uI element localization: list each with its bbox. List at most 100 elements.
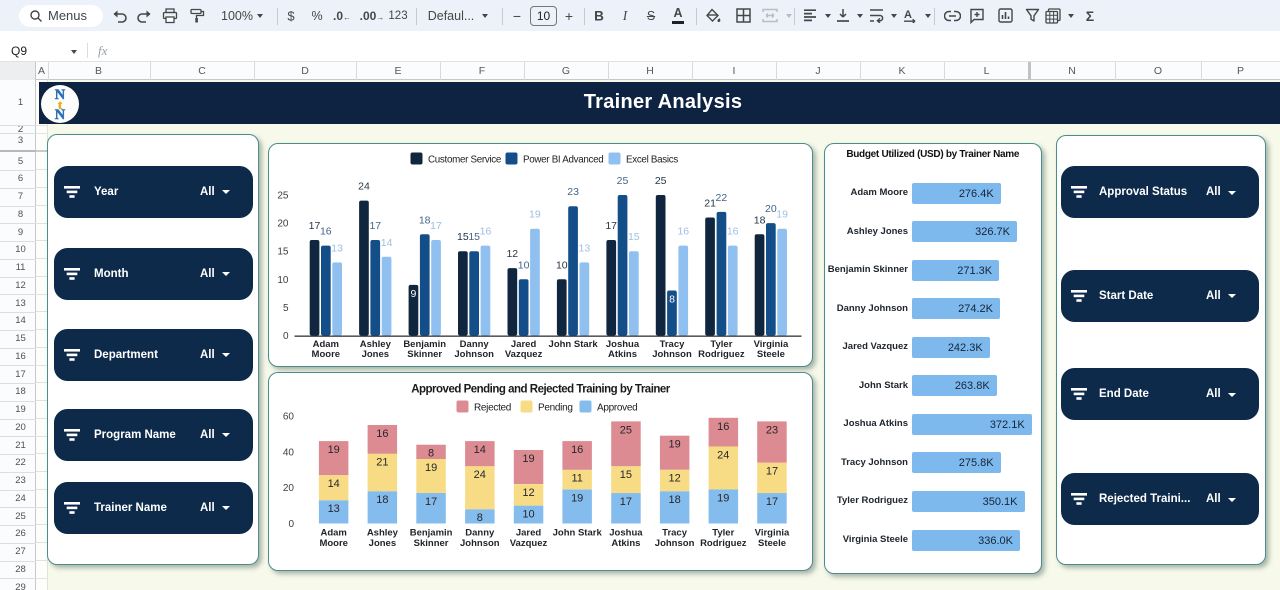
svg-text:17: 17 bbox=[308, 220, 320, 232]
svg-text:14: 14 bbox=[327, 478, 339, 490]
svg-text:16: 16 bbox=[726, 225, 738, 237]
svg-text:8: 8 bbox=[669, 293, 675, 305]
svg-text:19: 19 bbox=[776, 208, 788, 220]
svg-text:17: 17 bbox=[765, 496, 777, 508]
svg-text:13: 13 bbox=[578, 242, 590, 254]
svg-text:25: 25 bbox=[619, 424, 631, 436]
svg-text:10: 10 bbox=[277, 274, 289, 285]
svg-text:8: 8 bbox=[476, 512, 482, 524]
svg-text:8: 8 bbox=[428, 448, 434, 460]
svg-text:Virginia: Virginia bbox=[753, 339, 788, 350]
svg-text:Johnson: Johnson bbox=[652, 349, 692, 360]
svg-text:13: 13 bbox=[331, 242, 343, 254]
svg-text:Atkins: Atkins bbox=[607, 349, 636, 360]
svg-text:Vazquez: Vazquez bbox=[509, 538, 547, 549]
svg-text:Moore: Moore bbox=[319, 538, 348, 549]
svg-text:Adam: Adam bbox=[320, 528, 346, 539]
svg-text:Customer Service: Customer Service bbox=[428, 154, 502, 165]
svg-text:Vazquez: Vazquez bbox=[504, 349, 542, 360]
svg-text:21: 21 bbox=[704, 197, 716, 209]
svg-text:Jones: Jones bbox=[361, 349, 388, 360]
svg-text:Excel Basics: Excel Basics bbox=[626, 154, 678, 165]
svg-text:23: 23 bbox=[765, 424, 777, 436]
svg-text:24: 24 bbox=[358, 180, 370, 192]
svg-text:Pending: Pending bbox=[538, 403, 573, 414]
svg-text:15: 15 bbox=[619, 469, 631, 481]
svg-text:Moore: Moore bbox=[311, 349, 340, 360]
svg-text:23: 23 bbox=[567, 186, 579, 198]
svg-text:21: 21 bbox=[376, 457, 388, 469]
svg-text:Jared: Jared bbox=[515, 528, 541, 539]
svg-text:Benjamin: Benjamin bbox=[409, 528, 452, 539]
svg-text:25: 25 bbox=[277, 190, 289, 201]
svg-text:John Stark: John Stark bbox=[548, 339, 598, 350]
svg-text:19: 19 bbox=[424, 462, 436, 474]
svg-text:Skinner: Skinner bbox=[413, 538, 448, 549]
svg-text:18: 18 bbox=[668, 494, 680, 506]
svg-text:Skinner: Skinner bbox=[407, 349, 442, 360]
svg-text:9: 9 bbox=[410, 287, 416, 299]
svg-text:17: 17 bbox=[765, 466, 777, 478]
svg-text:Steele: Steele bbox=[756, 349, 784, 360]
svg-text:10: 10 bbox=[522, 509, 534, 521]
svg-text:Rodriguez: Rodriguez bbox=[700, 538, 747, 549]
svg-text:16: 16 bbox=[677, 225, 689, 237]
svg-text:60: 60 bbox=[282, 412, 294, 423]
svg-text:22: 22 bbox=[715, 191, 727, 203]
svg-text:0: 0 bbox=[288, 519, 294, 530]
svg-text:Jared: Jared bbox=[510, 339, 536, 350]
svg-text:Approved: Approved bbox=[597, 403, 637, 414]
svg-text:Ashley: Ashley bbox=[366, 528, 398, 539]
svg-text:18: 18 bbox=[376, 494, 388, 506]
svg-text:13: 13 bbox=[327, 503, 339, 515]
svg-text:17: 17 bbox=[430, 220, 442, 232]
svg-text:19: 19 bbox=[571, 493, 583, 505]
svg-text:John Stark: John Stark bbox=[552, 528, 602, 539]
svg-text:15: 15 bbox=[277, 246, 289, 257]
svg-text:Steele: Steele bbox=[758, 538, 786, 549]
svg-text:12: 12 bbox=[506, 248, 518, 260]
svg-text:18: 18 bbox=[753, 214, 765, 226]
svg-text:Virginia: Virginia bbox=[754, 528, 789, 539]
svg-text:17: 17 bbox=[619, 496, 631, 508]
svg-text:40: 40 bbox=[282, 447, 294, 458]
svg-text:20: 20 bbox=[277, 218, 289, 229]
svg-text:Joshua: Joshua bbox=[605, 339, 639, 350]
svg-text:16: 16 bbox=[717, 421, 729, 433]
svg-text:18: 18 bbox=[418, 214, 430, 226]
svg-text:25: 25 bbox=[616, 175, 628, 187]
svg-text:Tyler: Tyler bbox=[712, 528, 734, 539]
svg-text:19: 19 bbox=[522, 453, 534, 465]
svg-text:0: 0 bbox=[282, 331, 288, 342]
svg-text:25: 25 bbox=[654, 175, 666, 187]
svg-text:17: 17 bbox=[369, 220, 381, 232]
svg-text:Rejected: Rejected bbox=[474, 403, 511, 414]
svg-text:17: 17 bbox=[605, 220, 617, 232]
svg-text:Tracy: Tracy bbox=[659, 339, 685, 350]
svg-text:Adam: Adam bbox=[312, 339, 338, 350]
svg-text:Joshua: Joshua bbox=[609, 528, 643, 539]
svg-text:Danny: Danny bbox=[465, 528, 495, 539]
svg-text:15: 15 bbox=[457, 231, 469, 243]
svg-text:Benjamin: Benjamin bbox=[403, 339, 446, 350]
svg-text:Power BI Advanced: Power BI Advanced bbox=[523, 154, 603, 165]
svg-text:Approved Pending and Rejected: Approved Pending and Rejected Training b… bbox=[411, 384, 671, 396]
svg-text:14: 14 bbox=[380, 236, 392, 248]
svg-text:19: 19 bbox=[327, 444, 339, 456]
svg-text:20: 20 bbox=[765, 203, 777, 215]
svg-text:10: 10 bbox=[517, 259, 529, 271]
svg-text:20: 20 bbox=[282, 483, 294, 494]
svg-text:Johnson: Johnson bbox=[454, 349, 494, 360]
svg-text:16: 16 bbox=[376, 428, 388, 440]
svg-text:Ashley: Ashley bbox=[359, 339, 391, 350]
svg-text:19: 19 bbox=[668, 439, 680, 451]
svg-text:19: 19 bbox=[717, 493, 729, 505]
svg-text:5: 5 bbox=[282, 302, 288, 313]
svg-text:11: 11 bbox=[571, 473, 582, 485]
svg-text:Jones: Jones bbox=[368, 538, 395, 549]
svg-text:Johnson: Johnson bbox=[654, 538, 694, 549]
svg-text:Tracy: Tracy bbox=[662, 528, 688, 539]
svg-text:10: 10 bbox=[555, 259, 567, 271]
svg-text:14: 14 bbox=[473, 444, 485, 456]
svg-text:Atkins: Atkins bbox=[611, 538, 640, 549]
